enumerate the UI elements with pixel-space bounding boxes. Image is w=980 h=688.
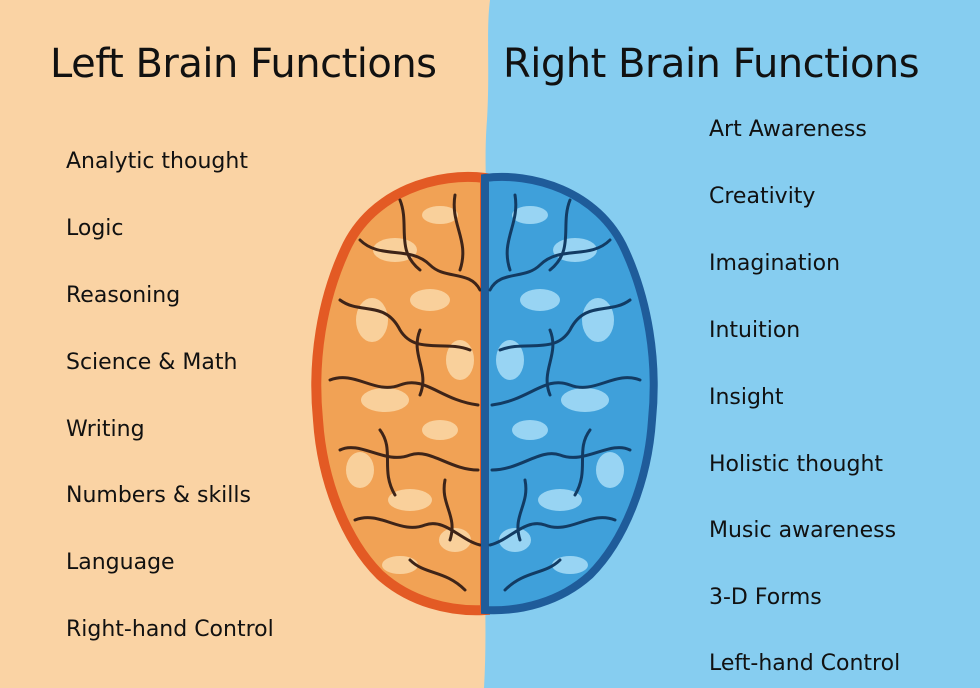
right-function-item: Intuition bbox=[709, 318, 801, 343]
right-function-item: Left-hand Control bbox=[709, 651, 901, 676]
right-function-item: Holistic thought bbox=[709, 452, 884, 477]
left-hemisphere bbox=[311, 171, 490, 616]
right-function-item: Creativity bbox=[709, 184, 816, 209]
left-function-item: Science & Math bbox=[66, 350, 238, 375]
right-function-item: Music awareness bbox=[709, 518, 897, 543]
left-function-item: Writing bbox=[66, 417, 145, 442]
left-function-item: Language bbox=[66, 550, 175, 575]
left-brain-title: Left Brain Functions bbox=[50, 41, 437, 87]
left-function-item: Right-hand Control bbox=[66, 617, 274, 642]
left-function-item: Logic bbox=[66, 216, 124, 241]
right-function-item: 3-D Forms bbox=[709, 585, 822, 610]
left-function-item: Analytic thought bbox=[66, 149, 248, 174]
right-brain-title: Right Brain Functions bbox=[503, 41, 920, 87]
right-function-item: Art Awareness bbox=[709, 117, 867, 142]
right-hemisphere bbox=[481, 172, 658, 615]
right-function-item: Insight bbox=[709, 385, 784, 410]
right-function-item: Imagination bbox=[709, 251, 841, 276]
left-function-item: Reasoning bbox=[66, 283, 181, 308]
left-function-item: Numbers & skills bbox=[66, 483, 251, 508]
